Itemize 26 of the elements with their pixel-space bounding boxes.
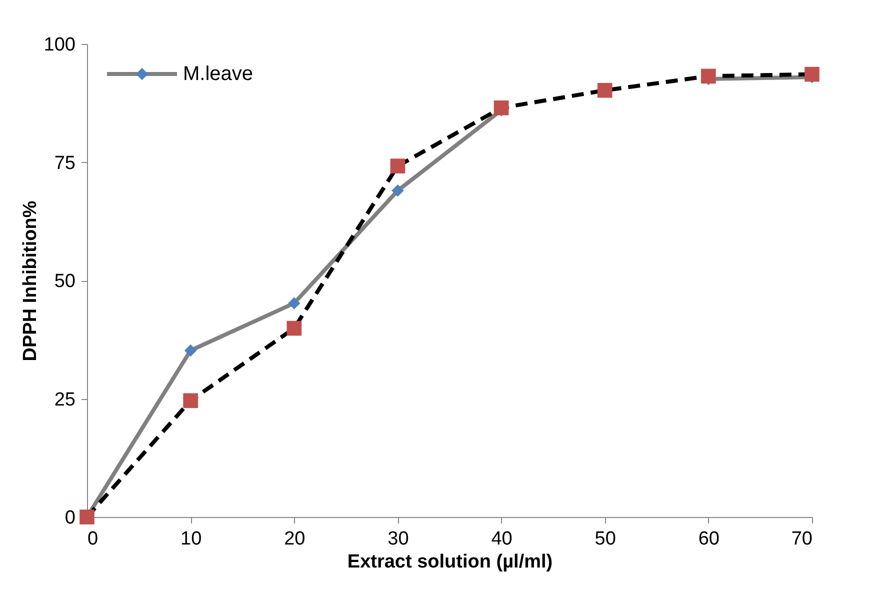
y-tick-label: 75 [54,152,76,174]
x-tick-label: 40 [491,528,512,550]
point [494,100,509,116]
x-tick-label: 0 [88,528,98,550]
point [390,158,406,174]
point [597,82,612,98]
x-tick-label: 20 [284,528,306,550]
x-axis-title: Extract solution (µl/ml) [347,552,553,572]
point [392,184,404,197]
point [701,68,716,84]
y-tick-label: 50 [54,271,76,292]
point [288,297,300,310]
point [286,320,302,336]
point [183,393,198,408]
y-tick-label: 0 [64,508,76,528]
y-axis-title: DPPH Inhibition% [20,200,41,362]
point [184,344,197,357]
legend-label: M.leave [183,63,254,85]
x-tick-label: 10 [180,528,202,550]
x-tick-label: 70 [791,528,812,550]
x-tick-label: 50 [594,528,616,550]
point [804,66,820,82]
x-tick-label: 30 [388,528,409,550]
x-tick-label: 60 [698,528,720,550]
y-tick-label: 100 [44,34,76,56]
y-tick-label: 25 [54,389,76,410]
